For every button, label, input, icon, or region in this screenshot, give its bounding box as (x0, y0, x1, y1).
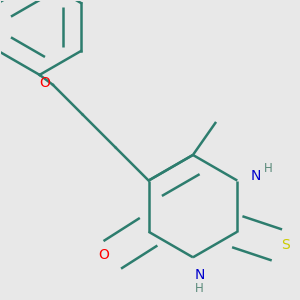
Text: N: N (194, 268, 205, 283)
Text: O: O (99, 248, 110, 262)
Text: H: H (195, 282, 204, 295)
Text: N: N (250, 169, 261, 183)
Text: S: S (281, 238, 290, 252)
Text: H: H (264, 163, 273, 176)
Text: O: O (39, 76, 50, 90)
